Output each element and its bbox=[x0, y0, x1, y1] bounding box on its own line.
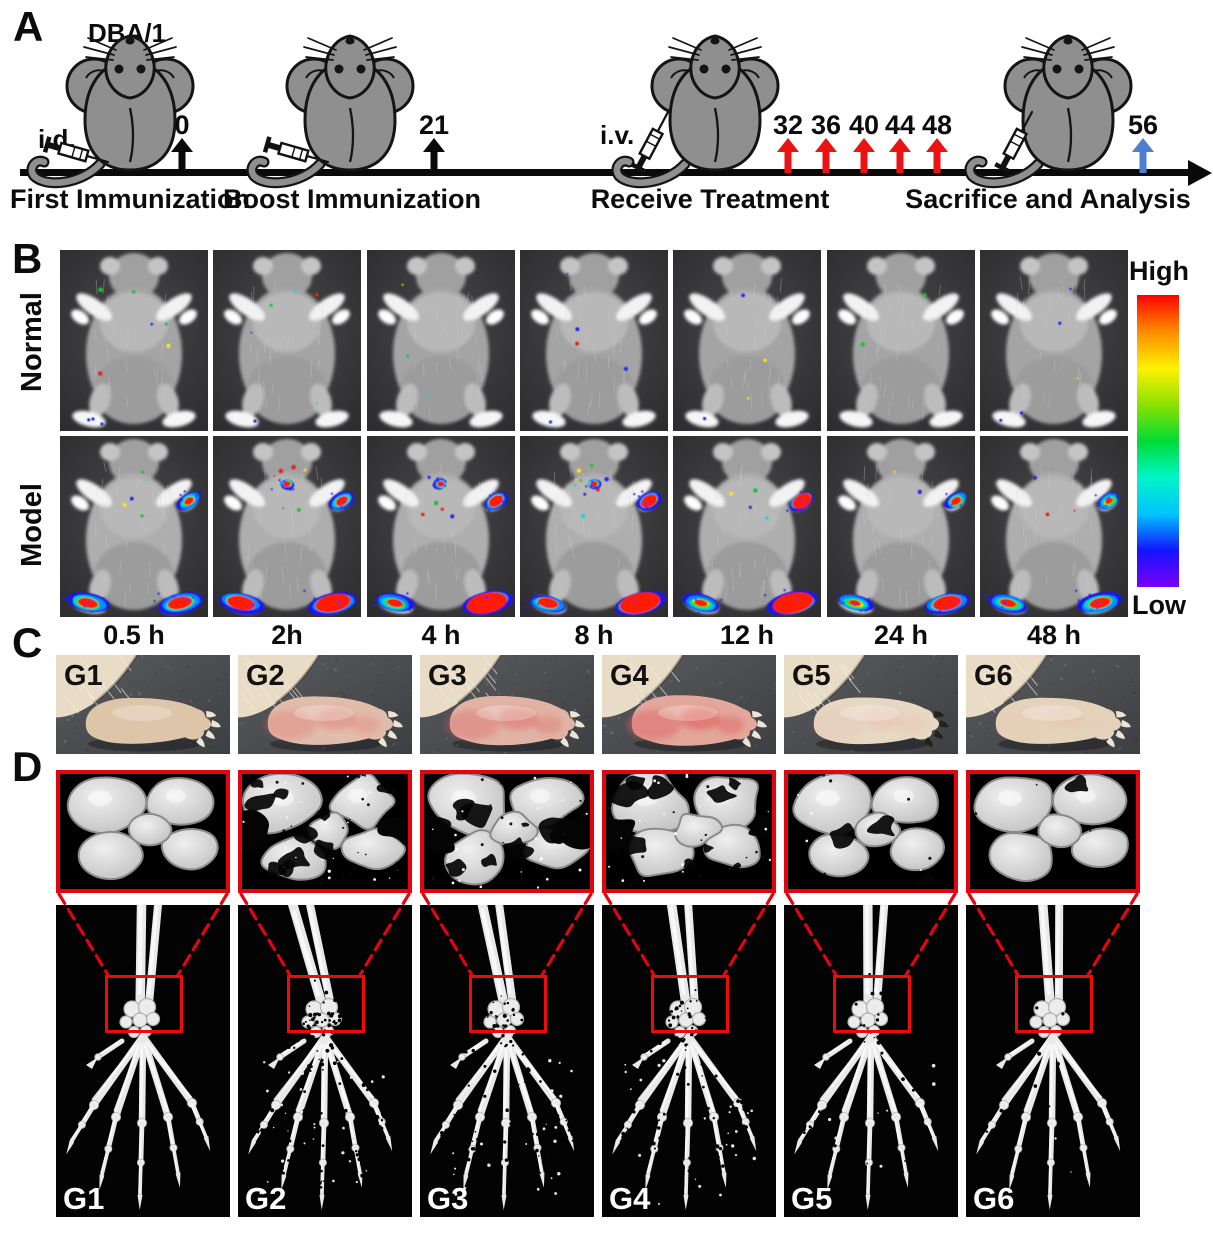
fluorescence-image-model-2h bbox=[213, 435, 361, 617]
timeline-day-40: 40 bbox=[848, 110, 880, 140]
ct-roi-box-G4 bbox=[651, 975, 729, 1033]
ct-image-G3 bbox=[420, 905, 594, 1217]
timeline-axis bbox=[20, 169, 1192, 176]
ct-image-G4 bbox=[602, 905, 776, 1217]
paw-photo-label-G6: G6 bbox=[974, 660, 1013, 692]
panel-d-label: D bbox=[12, 743, 43, 790]
route-iv-label: i.v. bbox=[600, 120, 635, 150]
colorbar bbox=[1137, 295, 1179, 587]
panel-b-label: B bbox=[12, 235, 43, 282]
fluorescence-image-model-12h bbox=[673, 435, 821, 617]
paw-photo-G5 bbox=[784, 655, 958, 754]
ct-roi-box-G5 bbox=[833, 975, 911, 1033]
ct-roi-box-G1 bbox=[105, 975, 183, 1033]
paw-photo-G1 bbox=[56, 655, 230, 754]
paw-photo-G6 bbox=[966, 655, 1140, 754]
paw-photo-label-G5: G5 bbox=[792, 660, 831, 692]
phase-label-2: Boost Immunization bbox=[223, 184, 481, 214]
paw-photo-label-G2: G2 bbox=[246, 660, 285, 692]
fluorescence-image-normal-24h bbox=[827, 250, 975, 431]
ct-image-G5 bbox=[784, 905, 958, 1217]
ct-zoom-inset-G2 bbox=[238, 770, 412, 893]
ct-zoom-inset-G6 bbox=[966, 770, 1140, 893]
colorbar-low-label: Low bbox=[1132, 590, 1186, 620]
phase-label-4: Sacrifice and Analysis bbox=[905, 184, 1191, 214]
ct-label-G5: G5 bbox=[791, 1181, 833, 1216]
timeline-day-48: 48 bbox=[921, 110, 953, 140]
ct-label-G4: G4 bbox=[609, 1181, 651, 1216]
timepoint-label-4: 8 h bbox=[574, 620, 614, 650]
fluorescence-image-normal-4h bbox=[367, 250, 515, 431]
timeline-arrowhead-icon bbox=[1188, 160, 1212, 186]
ct-image-G2 bbox=[238, 905, 412, 1217]
fluorescence-image-normal-48h bbox=[980, 250, 1128, 431]
timepoint-label-6: 24 h bbox=[873, 620, 929, 650]
timeline-arrow-36-icon bbox=[814, 138, 838, 173]
paw-photo-label-G1: G1 bbox=[64, 660, 103, 692]
fluorescence-image-normal-2h bbox=[213, 250, 361, 431]
phase-label-1: First Immunization bbox=[9, 184, 251, 214]
row-label-normal: Normal bbox=[16, 292, 48, 392]
timeline-arrow-0-icon bbox=[170, 138, 194, 173]
timeline-arrow-40-icon bbox=[852, 138, 876, 173]
ct-roi-box-G6 bbox=[1015, 975, 1093, 1033]
fluorescence-image-normal-0.5h bbox=[60, 250, 208, 431]
panel-a-label: A bbox=[13, 3, 44, 50]
paw-photo-G2 bbox=[238, 655, 412, 754]
paw-photo-label-G3: G3 bbox=[428, 660, 467, 692]
fluorescence-image-normal-8h bbox=[520, 250, 668, 431]
fluorescence-image-normal-12h bbox=[673, 250, 821, 431]
ct-image-G1 bbox=[56, 905, 230, 1217]
timepoint-label-5: 12 h bbox=[719, 620, 775, 650]
ct-roi-box-G3 bbox=[469, 975, 547, 1033]
timeline-day-32: 32 bbox=[772, 110, 804, 140]
timeline-day-0: 0 bbox=[174, 110, 190, 140]
timeline-day-44: 44 bbox=[884, 110, 916, 140]
colorbar-high-label: High bbox=[1129, 256, 1189, 286]
timeline-arrow-48-icon bbox=[925, 138, 949, 173]
paw-photo-G3 bbox=[420, 655, 594, 754]
fluorescence-image-model-0.5h bbox=[60, 435, 208, 617]
paw-photo-G4 bbox=[602, 655, 776, 754]
timepoint-label-1: 0.5 h bbox=[103, 620, 165, 650]
timeline-day-56: 56 bbox=[1127, 110, 1159, 140]
row-label-model: Model bbox=[16, 483, 48, 567]
timeline-arrow-21-icon bbox=[422, 138, 446, 173]
paw-photo-label-G4: G4 bbox=[610, 660, 649, 692]
timeline-day-36: 36 bbox=[810, 110, 842, 140]
fluorescence-image-model-8h bbox=[520, 435, 668, 617]
ct-label-G1: G1 bbox=[63, 1181, 105, 1216]
ct-label-G3: G3 bbox=[427, 1181, 469, 1216]
ct-label-G2: G2 bbox=[245, 1181, 287, 1216]
fluorescence-image-model-24h bbox=[827, 435, 975, 617]
fluorescence-image-model-4h bbox=[367, 435, 515, 617]
timepoint-label-7: 48 h bbox=[1026, 620, 1082, 650]
ct-zoom-inset-G4 bbox=[602, 770, 776, 893]
panel-c-label: C bbox=[12, 619, 43, 666]
timeline-arrow-44-icon bbox=[888, 138, 912, 173]
ct-roi-box-G2 bbox=[287, 975, 365, 1033]
timepoint-label-2: 2h bbox=[271, 620, 303, 650]
ct-zoom-inset-G1 bbox=[56, 770, 230, 893]
fluorescence-image-model-48h bbox=[980, 435, 1128, 617]
ct-zoom-inset-G3 bbox=[420, 770, 594, 893]
ct-zoom-inset-G5 bbox=[784, 770, 958, 893]
ct-image-G6 bbox=[966, 905, 1140, 1217]
timepoint-label-3: 4 h bbox=[421, 620, 461, 650]
timeline-day-21: 21 bbox=[418, 110, 450, 140]
mouse-cartoons-illustration bbox=[26, 34, 1133, 189]
ct-label-G6: G6 bbox=[973, 1181, 1015, 1216]
timeline-arrow-56-icon bbox=[1131, 138, 1155, 173]
phase-label-3: Receive Treatment bbox=[590, 184, 830, 214]
timeline-arrow-32-icon bbox=[776, 138, 800, 173]
